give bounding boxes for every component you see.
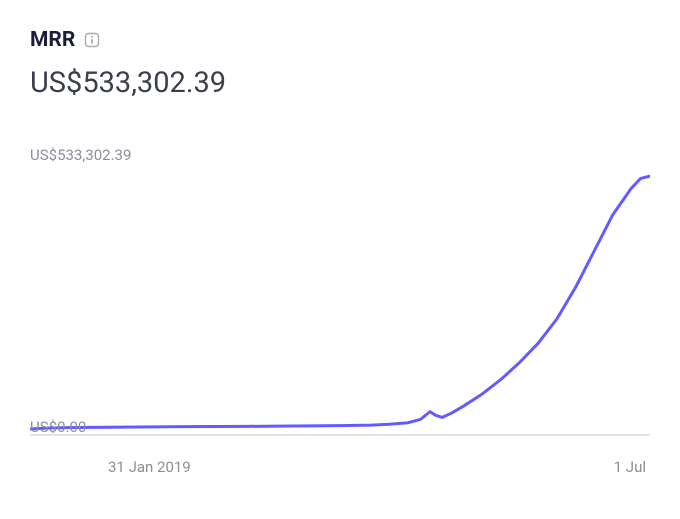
x-axis-labels: 31 Jan 2019 1 Jul [30,458,650,478]
x-axis-start-label: 31 Jan 2019 [108,458,191,476]
y-axis-min-label: US$0.00 [30,418,86,436]
widget-title: MRR [30,28,75,52]
y-axis-max-label: US$533,302.39 [30,146,131,164]
chart-area: US$533,302.39 US$0.00 [30,146,650,454]
metric-value: US$533,302.39 [30,66,650,100]
info-icon[interactable] [83,31,101,49]
widget-header: MRR [30,28,650,52]
mrr-widget: MRR US$533,302.39 US$533,302.39 US$0.00 … [0,0,680,519]
chart-plot [30,168,650,438]
x-axis-end-label: 1 Jul [614,458,646,476]
